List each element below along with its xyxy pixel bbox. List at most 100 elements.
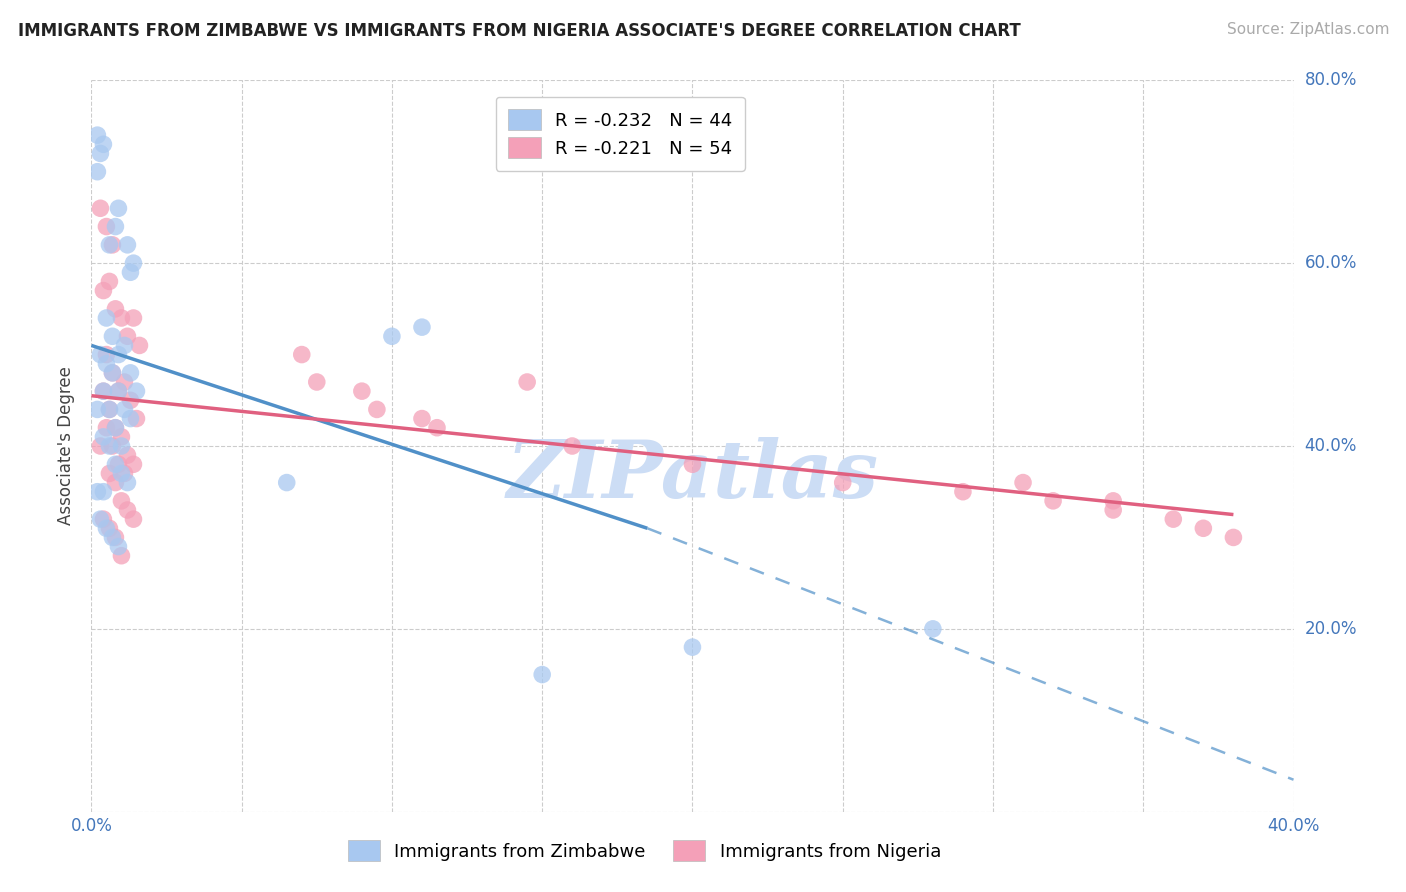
Point bbox=[89, 348, 111, 362]
Text: ZIPatlas: ZIPatlas bbox=[506, 436, 879, 514]
Point bbox=[128, 338, 150, 352]
Point bbox=[110, 439, 132, 453]
Point bbox=[89, 512, 111, 526]
Point bbox=[101, 329, 124, 343]
Point bbox=[831, 475, 853, 490]
Point bbox=[89, 439, 111, 453]
Point bbox=[107, 202, 129, 216]
Point bbox=[125, 411, 148, 425]
Point bbox=[411, 411, 433, 425]
Point bbox=[107, 384, 129, 399]
Point bbox=[107, 540, 129, 554]
Point bbox=[104, 530, 127, 544]
Point bbox=[110, 549, 132, 563]
Point bbox=[411, 320, 433, 334]
Point bbox=[93, 284, 115, 298]
Point bbox=[101, 530, 124, 544]
Point bbox=[952, 484, 974, 499]
Point bbox=[122, 311, 145, 326]
Point bbox=[86, 484, 108, 499]
Point bbox=[681, 458, 703, 472]
Point bbox=[516, 375, 538, 389]
Point bbox=[1102, 493, 1125, 508]
Point bbox=[104, 421, 127, 435]
Text: 60.0%: 60.0% bbox=[1305, 254, 1357, 272]
Point bbox=[110, 430, 132, 444]
Point bbox=[93, 384, 115, 399]
Point bbox=[114, 402, 136, 417]
Point bbox=[101, 366, 124, 380]
Text: 80.0%: 80.0% bbox=[1305, 71, 1357, 89]
Point bbox=[114, 338, 136, 352]
Point bbox=[98, 275, 121, 289]
Point bbox=[122, 512, 145, 526]
Point bbox=[117, 238, 139, 252]
Text: IMMIGRANTS FROM ZIMBABWE VS IMMIGRANTS FROM NIGERIA ASSOCIATE'S DEGREE CORRELATI: IMMIGRANTS FROM ZIMBABWE VS IMMIGRANTS F… bbox=[18, 22, 1021, 40]
Point bbox=[93, 137, 115, 152]
Point bbox=[93, 512, 115, 526]
Point bbox=[122, 256, 145, 270]
Point bbox=[1102, 503, 1125, 517]
Point bbox=[98, 439, 121, 453]
Point bbox=[104, 458, 127, 472]
Point bbox=[93, 430, 115, 444]
Text: 40.0%: 40.0% bbox=[1305, 437, 1357, 455]
Point bbox=[98, 238, 121, 252]
Point bbox=[120, 393, 142, 408]
Point bbox=[104, 219, 127, 234]
Point bbox=[117, 503, 139, 517]
Point bbox=[96, 421, 118, 435]
Point bbox=[120, 366, 142, 380]
Point bbox=[101, 366, 124, 380]
Point bbox=[98, 467, 121, 481]
Point bbox=[1161, 512, 1184, 526]
Point bbox=[114, 467, 136, 481]
Point bbox=[96, 521, 118, 535]
Point bbox=[86, 128, 108, 143]
Text: 20.0%: 20.0% bbox=[1305, 620, 1357, 638]
Point bbox=[1222, 530, 1244, 544]
Point bbox=[104, 421, 127, 435]
Point bbox=[96, 219, 118, 234]
Point bbox=[350, 384, 373, 399]
Point bbox=[96, 348, 118, 362]
Point bbox=[291, 348, 314, 362]
Point bbox=[125, 384, 148, 399]
Point bbox=[561, 439, 583, 453]
Point bbox=[276, 475, 298, 490]
Point bbox=[110, 467, 132, 481]
Point bbox=[1042, 493, 1064, 508]
Point bbox=[681, 640, 703, 655]
Point bbox=[107, 348, 129, 362]
Point bbox=[98, 402, 121, 417]
Point bbox=[1192, 521, 1215, 535]
Point bbox=[86, 165, 108, 179]
Point bbox=[98, 521, 121, 535]
Point bbox=[117, 448, 139, 462]
Point bbox=[117, 329, 139, 343]
Legend: Immigrants from Zimbabwe, Immigrants from Nigeria: Immigrants from Zimbabwe, Immigrants fro… bbox=[340, 833, 949, 869]
Point bbox=[531, 667, 554, 681]
Point bbox=[101, 439, 124, 453]
Point bbox=[122, 458, 145, 472]
Point bbox=[366, 402, 388, 417]
Point bbox=[93, 384, 115, 399]
Point bbox=[98, 402, 121, 417]
Point bbox=[96, 311, 118, 326]
Text: Source: ZipAtlas.com: Source: ZipAtlas.com bbox=[1226, 22, 1389, 37]
Point bbox=[86, 402, 108, 417]
Point bbox=[117, 475, 139, 490]
Point bbox=[89, 202, 111, 216]
Point bbox=[381, 329, 404, 343]
Point bbox=[107, 458, 129, 472]
Point bbox=[120, 265, 142, 279]
Point bbox=[93, 484, 115, 499]
Point bbox=[96, 357, 118, 371]
Point bbox=[104, 475, 127, 490]
Point bbox=[426, 421, 449, 435]
Point bbox=[1012, 475, 1035, 490]
Point bbox=[305, 375, 328, 389]
Point bbox=[101, 238, 124, 252]
Point bbox=[89, 146, 111, 161]
Point bbox=[104, 301, 127, 316]
